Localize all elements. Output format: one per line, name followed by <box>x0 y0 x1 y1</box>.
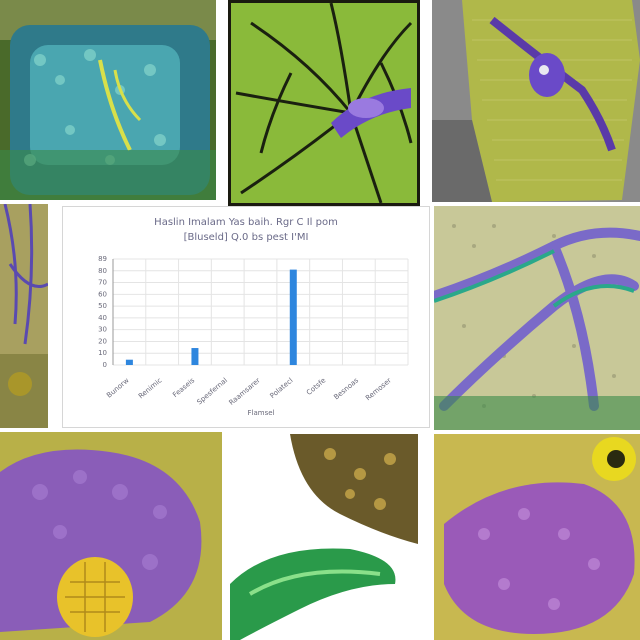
x-tick-label: Spesfernal <box>195 376 229 406</box>
y-tick-label: 80 <box>98 267 107 275</box>
y-tick-label: 60 <box>98 290 107 298</box>
y-tick-label: 70 <box>98 279 107 287</box>
x-tick-label: Remoser <box>364 376 393 402</box>
x-tick-label: Polatecl <box>268 376 294 400</box>
collage-tile-purple-sponge <box>434 434 640 640</box>
y-tick-label: 89 <box>98 255 107 263</box>
x-tick-label: Bunorw <box>105 376 131 399</box>
bar-chart: 89 80 70 60 50 40 30 20 10 0 Bunorw Renimic Feaseis S… <box>98 255 409 417</box>
chart-panel: Haslin Imalam Yas baih. Rgr C Il pom [Bl… <box>62 206 430 428</box>
bar <box>289 269 297 365</box>
collage-tile-gold-mesh <box>432 0 640 202</box>
chart-subtitle: [Bluseld] Q.0 bs pest I'MI <box>183 232 309 243</box>
chart-title: Haslin Imalam Yas baih. Rgr C Il pom <box>154 217 338 228</box>
collage-tile-moss-pillow <box>0 0 216 200</box>
bar <box>191 348 199 365</box>
collage-tile-branch-net <box>434 206 640 430</box>
collage-tile-leaf-veins <box>228 0 420 206</box>
y-tick-label: 20 <box>98 337 107 345</box>
x-axis-title: Flamsel <box>248 409 275 417</box>
bar <box>125 359 133 365</box>
x-tick-label: Cotsfe <box>305 376 327 396</box>
y-tick-label: 40 <box>98 314 107 322</box>
y-tick-label: 10 <box>98 349 107 357</box>
x-tick-label: Feaseis <box>171 376 196 399</box>
x-tick-label: Besnoas <box>332 376 360 401</box>
collage-tile-green-creature <box>230 434 418 640</box>
collage-tile-purple-organ <box>0 432 222 640</box>
grid <box>112 258 409 366</box>
x-tick-label: Renimic <box>137 376 164 400</box>
x-tick-label: Raamsarer <box>228 376 262 407</box>
collage-tile-tree-strip <box>0 204 48 428</box>
y-tick-label: 50 <box>98 302 107 310</box>
y-tick-label: 0 <box>103 361 107 369</box>
y-tick-label: 30 <box>98 326 107 334</box>
